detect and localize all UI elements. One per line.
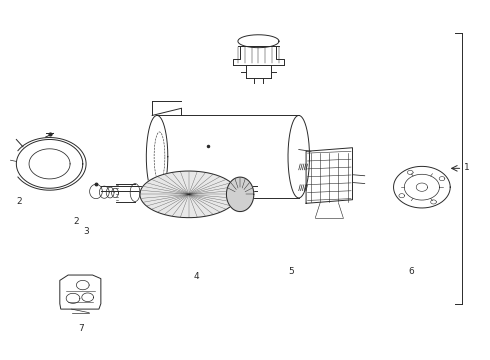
- Text: 1: 1: [465, 163, 470, 172]
- Text: 4: 4: [194, 272, 199, 281]
- Text: 7: 7: [78, 324, 84, 333]
- Polygon shape: [226, 177, 254, 212]
- Text: 2: 2: [74, 217, 79, 226]
- Text: 6: 6: [408, 267, 414, 276]
- Polygon shape: [140, 171, 238, 218]
- Text: 5: 5: [289, 267, 294, 276]
- Text: 2: 2: [17, 197, 22, 206]
- Text: 3: 3: [83, 228, 89, 237]
